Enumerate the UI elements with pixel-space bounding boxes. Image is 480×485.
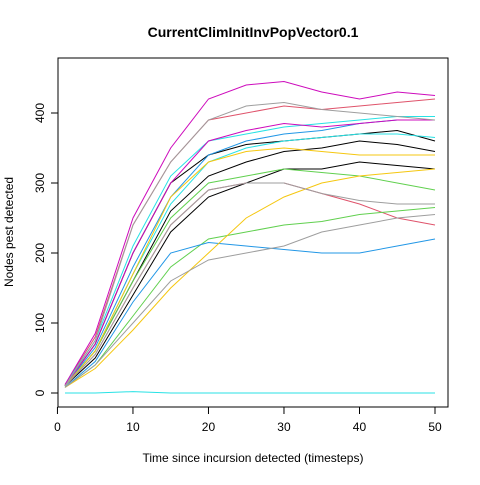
plot-frame xyxy=(57,57,449,408)
series-line-8 xyxy=(64,119,435,387)
x-axis-label: Time since incursion detected (timesteps… xyxy=(143,451,364,465)
x-tick-label: 0 xyxy=(54,420,61,434)
series-line-11 xyxy=(64,133,436,387)
series-line-17 xyxy=(64,101,436,387)
y-axis: 0 100 200 300 400 xyxy=(33,103,59,396)
x-tick-label: 20 xyxy=(202,420,216,434)
series-line-3 xyxy=(64,161,436,387)
y-tick-label: 400 xyxy=(33,103,47,123)
y-tick-label: 300 xyxy=(33,173,47,193)
y-tick-label: 200 xyxy=(33,243,47,263)
series-line-12 xyxy=(64,80,436,385)
y-tick-label: 0 xyxy=(33,389,47,396)
series-line-9 xyxy=(64,238,436,388)
x-tick-label: 10 xyxy=(126,420,140,434)
y-axis-label: Nodes pest detected xyxy=(2,177,16,287)
x-axis: 0 10 20 30 40 50 xyxy=(54,406,442,434)
series-line-10 xyxy=(64,116,435,385)
x-tick-label: 30 xyxy=(277,420,291,434)
series-line-14 xyxy=(64,168,436,388)
series-line-4 xyxy=(64,98,436,385)
series-line-5 xyxy=(64,182,436,387)
series-line-15 xyxy=(64,147,435,387)
series-line-13 xyxy=(64,119,435,387)
series-line-7 xyxy=(64,207,436,388)
x-tick-label: 40 xyxy=(353,420,367,434)
x-tick-label: 50 xyxy=(428,420,442,434)
series-line-6 xyxy=(64,168,436,387)
y-tick-label: 100 xyxy=(33,313,47,333)
series-line-19 xyxy=(65,391,435,394)
chart-title: CurrentClimInitInvPopVector0.1 xyxy=(148,24,359,40)
series-layer xyxy=(64,80,436,394)
series-line-1 xyxy=(64,129,436,387)
series-line-16 xyxy=(64,214,436,388)
series-line-18 xyxy=(64,182,435,387)
